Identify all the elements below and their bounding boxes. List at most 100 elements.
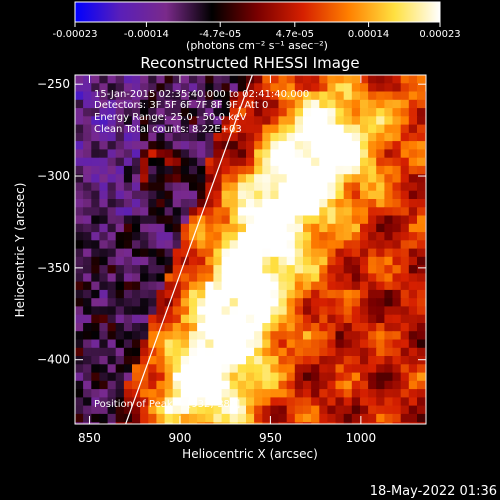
heatmap-cell: [229, 347, 239, 357]
heatmap-cell: [180, 339, 190, 349]
heatmap-cell: [303, 273, 312, 283]
heatmap-cell: [180, 124, 190, 134]
heatmap-cell: [132, 347, 141, 357]
heatmap-cell: [156, 265, 166, 275]
heatmap-cell: [180, 207, 190, 217]
solar-limb-line: [125, 75, 253, 424]
heatmap-cell: [213, 364, 223, 374]
heatmap-cell: [115, 99, 125, 109]
heatmap-cell: [237, 306, 247, 316]
heatmap-cell: [156, 75, 166, 84]
heatmap-cell: [99, 174, 109, 184]
heatmap-cell: [335, 248, 345, 258]
heatmap-cell: [107, 149, 117, 159]
heatmap-cell: [254, 380, 264, 390]
heatmap-cell: [303, 422, 312, 424]
heatmap-cell: [262, 306, 272, 316]
heatmap-cell: [75, 75, 84, 84]
heatmap-cell: [319, 405, 329, 415]
heatmap-cell: [221, 223, 231, 233]
heatmap-cell: [205, 397, 215, 407]
heatmap-cell: [368, 331, 378, 341]
heatmap-cell: [221, 364, 231, 374]
heatmap-cell: [246, 83, 255, 93]
heatmap-cell: [83, 314, 93, 324]
heatmap-cell: [376, 281, 386, 291]
heatmap-cell: [123, 116, 133, 126]
heatmap-cell: [91, 364, 101, 374]
heatmap-cell: [376, 240, 386, 250]
heatmap-cell: [213, 141, 223, 151]
heatmap-cell: [270, 174, 280, 184]
heatmap-cell: [172, 124, 182, 134]
heatmap-cell: [237, 141, 247, 151]
heatmap-cell: [83, 108, 93, 118]
heatmap-cell: [294, 149, 304, 159]
heatmap-cell: [197, 339, 207, 349]
heatmap-cell: [335, 273, 345, 283]
heatmap-cell: [237, 232, 247, 242]
heatmap-cell: [197, 306, 207, 316]
heatmap-cell: [351, 157, 361, 167]
heatmap-cell: [400, 190, 410, 200]
heatmap-cell: [343, 83, 353, 93]
heatmap-cell: [205, 256, 215, 266]
heatmap-cell: [180, 323, 190, 332]
heatmap-cell: [148, 207, 158, 217]
heatmap-cell: [213, 182, 223, 192]
heatmap-cell: [189, 323, 198, 332]
heatmap-cell: [254, 323, 264, 332]
heatmap-cell: [360, 232, 369, 242]
heatmap-cell: [400, 182, 410, 192]
heatmap-cell: [156, 240, 166, 250]
heatmap-cell: [368, 165, 378, 175]
heatmap-cell: [294, 331, 304, 341]
heatmap-cell: [221, 116, 231, 126]
heatmap-cell: [83, 232, 93, 242]
heatmap-cell: [229, 422, 239, 424]
heatmap-cell: [417, 141, 426, 151]
heatmap-cell: [303, 323, 312, 332]
heatmap-cell: [360, 108, 369, 118]
heatmap-cell: [286, 165, 296, 175]
heatmap-cell: [311, 331, 321, 341]
heatmap-cell: [254, 91, 264, 101]
heatmap-cell: [99, 256, 109, 266]
colorbar-tick-label: -4.7e-05: [199, 29, 241, 40]
heatmap-cell: [384, 108, 394, 118]
heatmap-cell: [270, 99, 280, 109]
heatmap-cell: [148, 199, 158, 208]
heatmap-cell: [294, 281, 304, 291]
heatmap-cell: [303, 75, 312, 84]
heatmap-cell: [115, 347, 125, 357]
heatmap-cell: [294, 265, 304, 275]
heatmap-cell: [75, 215, 84, 225]
heatmap-cell: [197, 430, 206, 439]
heatmap-cell: [75, 331, 84, 341]
heatmap-cell: [294, 165, 304, 175]
heatmap-cell: [360, 190, 369, 200]
heatmap-cell: [408, 132, 418, 142]
heatmap-cell: [270, 116, 280, 126]
heatmap-cell: [335, 207, 345, 217]
heatmap-cell: [376, 397, 386, 407]
heatmap-cell: [384, 430, 393, 439]
heatmap-cell: [417, 422, 426, 424]
heatmap-cell: [303, 331, 312, 341]
heatmap-cell: [417, 223, 426, 233]
heatmap-cell: [237, 207, 247, 217]
heatmap-cell: [433, 191, 442, 200]
heatmap-cell: [189, 372, 198, 382]
heatmap-cell: [254, 248, 264, 258]
heatmap-cell: [433, 125, 442, 134]
heatmap-cell: [286, 380, 296, 390]
heatmap-cell: [148, 413, 158, 423]
heatmap-cell: [99, 273, 109, 283]
heatmap-cell: [132, 116, 141, 126]
heatmap-cell: [115, 75, 125, 84]
heatmap-cell: [311, 380, 321, 390]
heatmap-cell: [205, 75, 215, 84]
heatmap-cell: [180, 157, 190, 167]
heatmap-cell: [278, 364, 288, 374]
heatmap-cell: [392, 389, 402, 399]
